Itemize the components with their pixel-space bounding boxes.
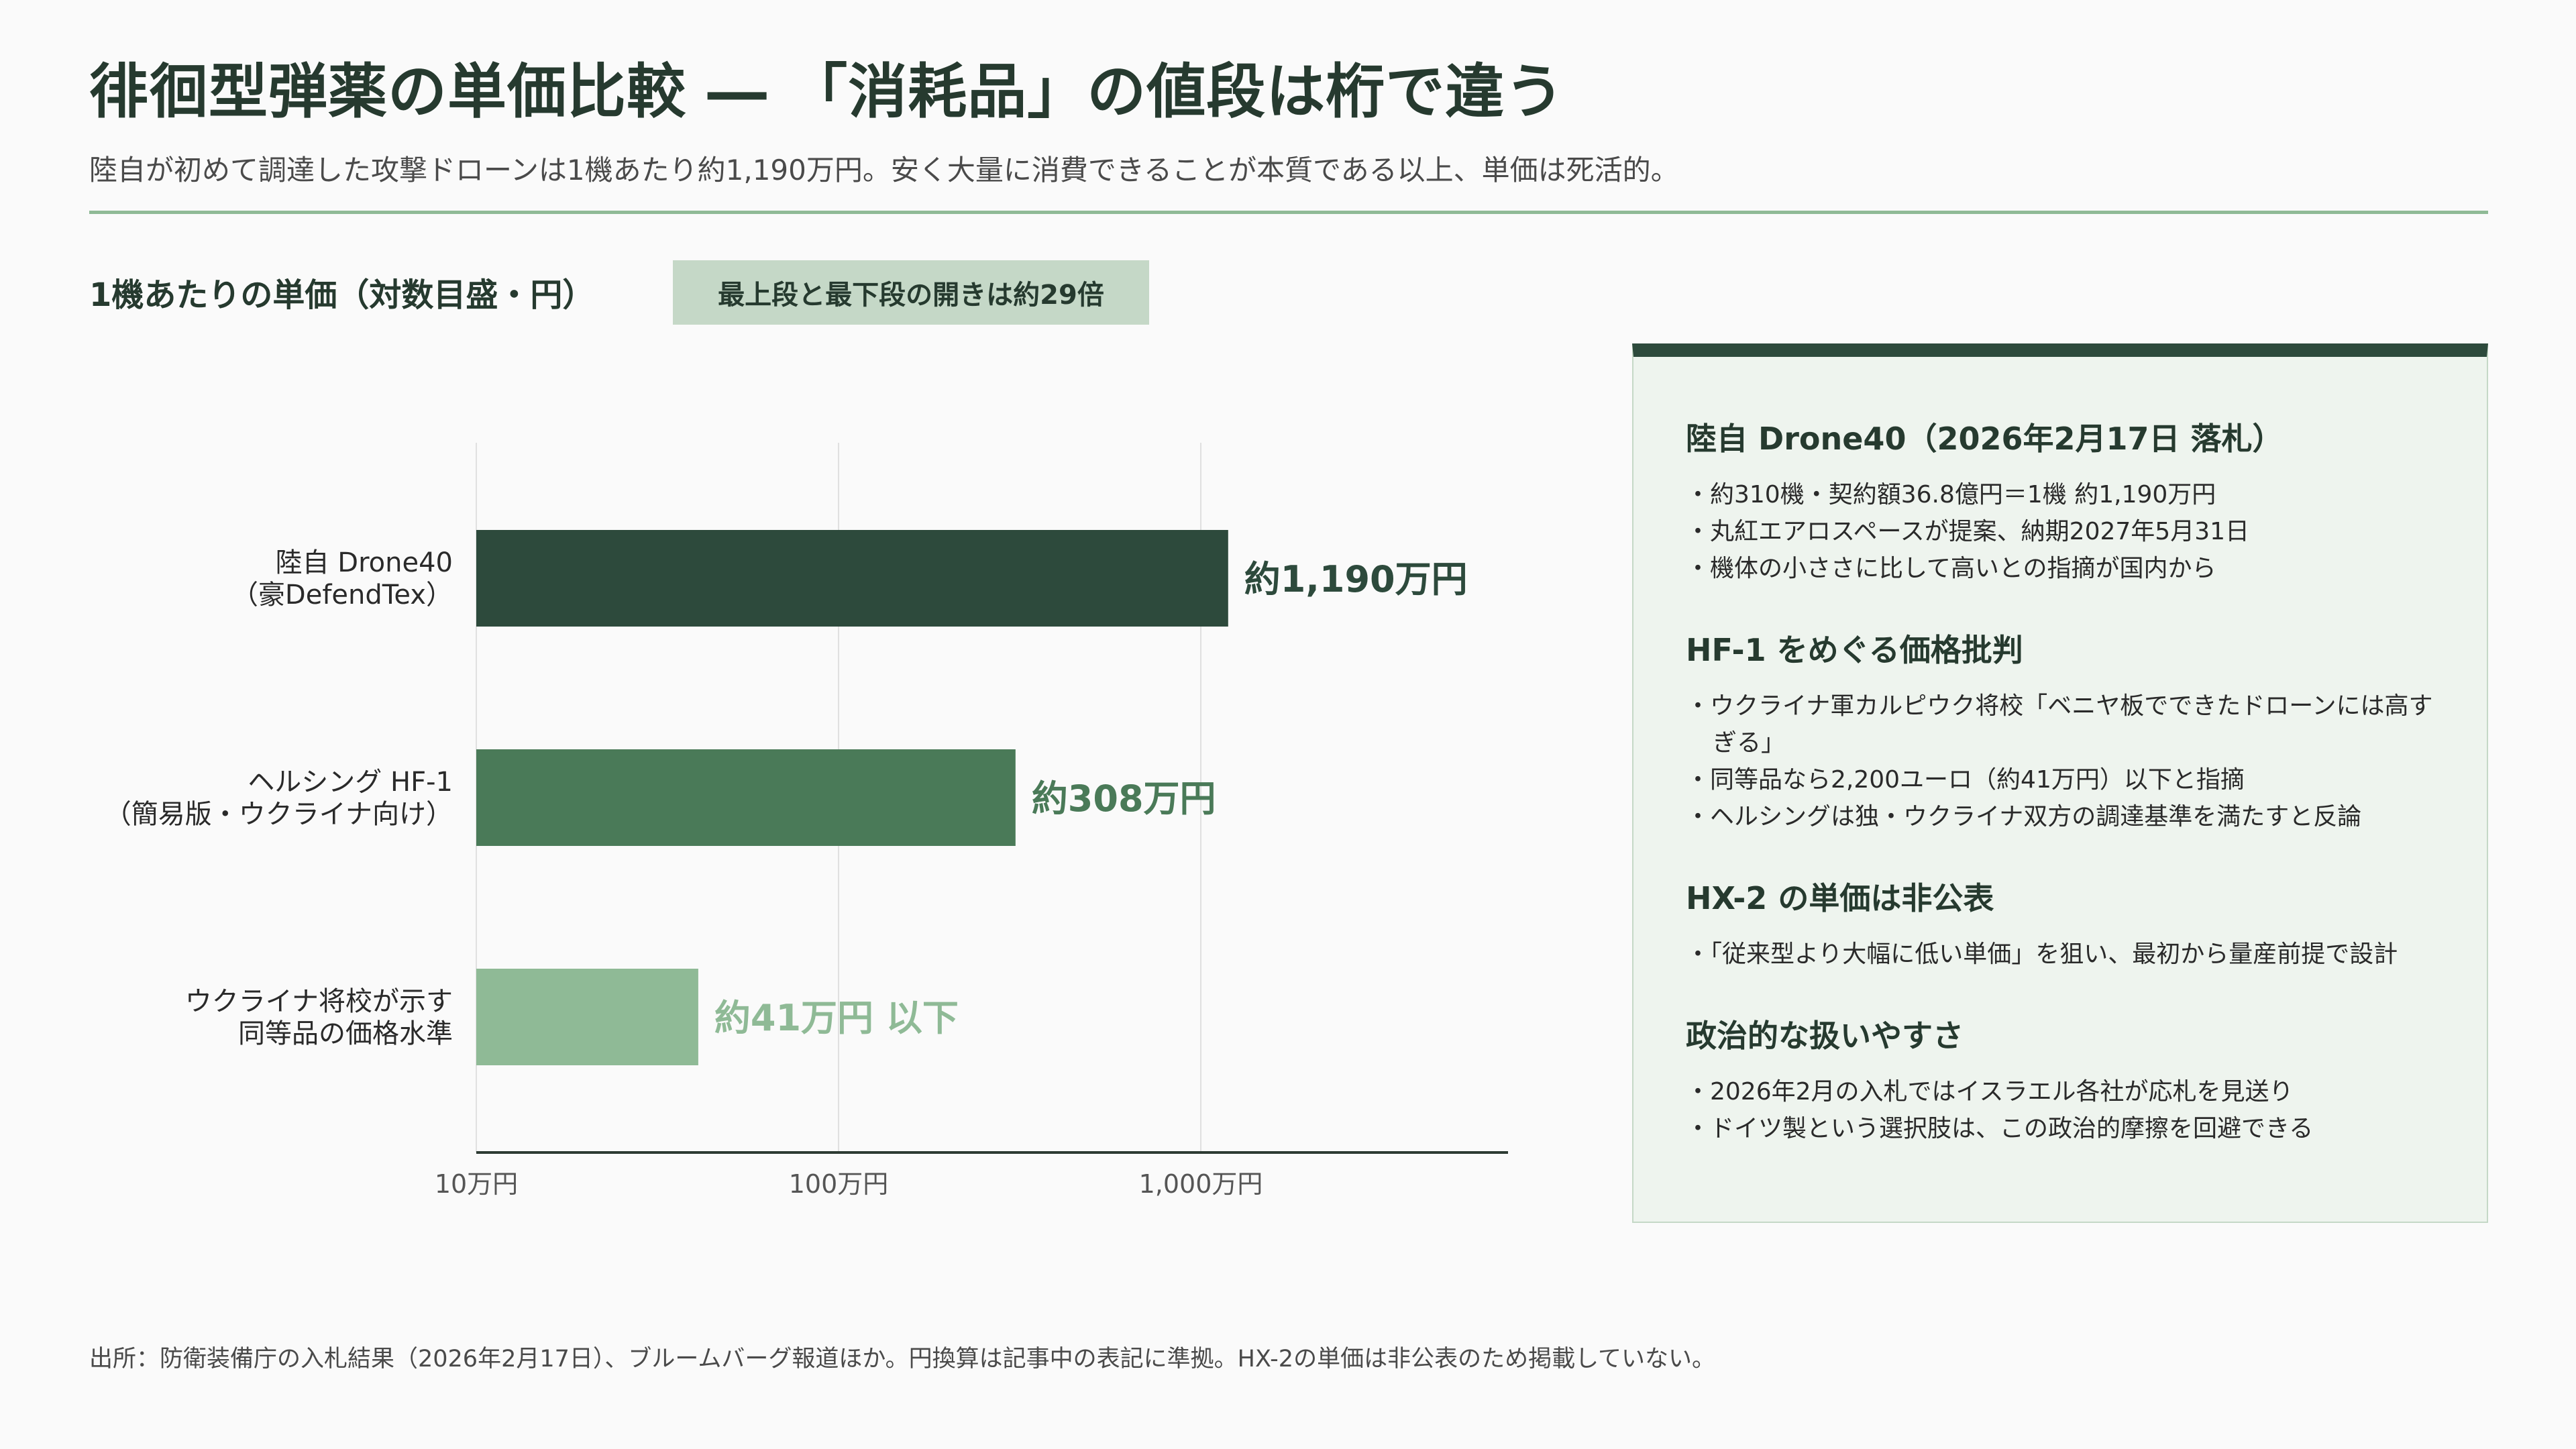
- notes-heading: HF-1 をめぐる価格批判: [1686, 632, 2023, 668]
- bar-category-label: 陸自 Drone40: [276, 547, 453, 578]
- page-title: 徘徊型弾薬の単価比較 ― 「消耗品」の値段は桁で違う: [89, 57, 1565, 126]
- notes-item: ・ウクライナ軍カルピウク将校「ベニヤ板でできたドローンには高すぎる」: [1686, 692, 2433, 757]
- notes-item: ・2026年2月の入札ではイスラエル各社が応札を見送り: [1686, 1078, 2294, 1106]
- bar-category-label: （簡易版・ウクライナ向け）: [105, 799, 453, 830]
- notes-item: ・ドイツ製という選択肢は、この政治的摩擦を回避できる: [1686, 1115, 2314, 1142]
- header-divider: [89, 211, 2488, 214]
- notes-item: ・「従来型より大幅に低い単価」を狙い、最初から量産前提で設計: [1686, 941, 2398, 968]
- notes-section-hf1: HF-1 をめぐる価格批判 ・ウクライナ軍カルピウク将校「ベニヤ板でできたドロー…: [1686, 626, 2438, 835]
- bar-value-label: 約41万円 以下: [714, 997, 959, 1039]
- x-tick-label: 100万円: [789, 1169, 889, 1199]
- x-tick-label: 10万円: [435, 1169, 518, 1199]
- bar: [476, 749, 1016, 846]
- notes-section-drone40: 陸自 Drone40（2026年2月17日 落札） ・約310機・契約額36.8…: [1686, 415, 2438, 587]
- notes-section-politics: 政治的な扱いやすさ ・2026年2月の入札ではイスラエル各社が応札を見送り ・ド…: [1686, 1012, 2438, 1147]
- notes-item: ・ヘルシングは独・ウクライナ双方の調達基準を満たすと反論: [1686, 803, 2362, 830]
- chart-title: 1機あたりの単価（対数目盛・円）: [89, 276, 595, 314]
- bar: [476, 969, 698, 1065]
- notes-section-hx2: HX-2 の単価は非公表 ・「従来型より大幅に低い単価」を狙い、最初から量産前提…: [1686, 874, 2438, 973]
- ratio-badge: 最上段と最下段の開きは約29倍: [673, 260, 1149, 325]
- bar-value-label: 約1,190万円: [1244, 558, 1468, 600]
- bar-category-label: ヘルシング HF-1: [248, 767, 453, 798]
- notes-heading: HX-2 の単価は非公表: [1686, 880, 1994, 916]
- notes-item: ・機体の小ささに比して高いとの指摘が国内から: [1686, 555, 2216, 582]
- bar-value-label: 約308万円: [1032, 777, 1216, 820]
- notes-item: ・丸紅エアロスペースが提案、納期2027年5月31日: [1686, 518, 2250, 545]
- notes-heading: 政治的な扱いやすさ: [1686, 1018, 1964, 1054]
- bar-category-label: ウクライナ将校が示す: [185, 986, 453, 1017]
- page-subtitle: 陸自が初めて調達した攻撃ドローンは1機あたり約1,190万円。安く大量に消費でき…: [89, 154, 1679, 186]
- bar-category-label: 同等品の価格水準: [238, 1018, 453, 1049]
- notes-panel: 陸自 Drone40（2026年2月17日 落札） ・約310機・契約額36.8…: [1632, 343, 2488, 1223]
- source-footnote: 出所：防衛装備庁の入札結果（2026年2月17日）、ブルームバーグ報道ほか。円換…: [89, 1346, 1716, 1373]
- bar-category-label: （豪DefendTex）: [231, 580, 453, 610]
- bar-chart: 約1,190万円 陸自 Drone40（豪DefendTex） 約308万円 ヘルシン…: [105, 443, 1508, 1199]
- bar: [476, 530, 1228, 627]
- notes-heading: 陸自 Drone40（2026年2月17日 落札）: [1686, 421, 2284, 457]
- x-tick-label: 1,000万円: [1139, 1169, 1263, 1199]
- notes-item: ・約310機・契約額36.8億円＝1機 約1,190万円: [1686, 481, 2216, 508]
- notes-item: ・同等品なら2,200ユーロ（約41万円）以下と指摘: [1686, 766, 2245, 794]
